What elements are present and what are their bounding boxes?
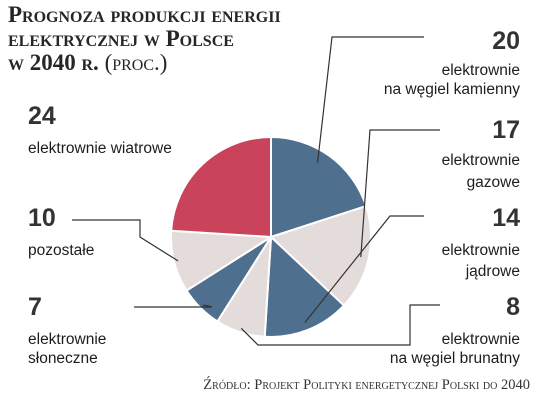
leader-line-1 xyxy=(360,129,440,258)
title-year: w 2040 r. xyxy=(8,50,99,75)
value-label-4: 7 xyxy=(28,293,42,321)
pie-slices xyxy=(170,136,372,338)
title-line-3: w 2040 r. (proc.) xyxy=(8,51,338,75)
leader-line-2 xyxy=(304,215,424,323)
source-note: Źródło: Projekt Polityki energetycznej P… xyxy=(203,377,530,393)
slice-label-3-line-1: na węgiel brunatny xyxy=(389,350,520,367)
slice-label-4-line-0: elektrownie xyxy=(28,331,107,348)
value-label-1: 17 xyxy=(492,116,520,144)
leader-line-4 xyxy=(134,304,213,308)
value-label-6: 24 xyxy=(28,102,56,130)
slice-label-0-line-1: na węgiel kamienny xyxy=(383,81,520,98)
slice-label-3-line-0: elektrownie xyxy=(441,331,520,348)
title-unit: (proc.) xyxy=(104,50,168,75)
leader-line-5 xyxy=(72,219,179,262)
leader-lines xyxy=(72,36,440,346)
title-line-1: Prognoza produkcji energii xyxy=(8,2,281,27)
pie-slice-1 xyxy=(270,205,372,307)
value-label-0: 20 xyxy=(492,27,520,55)
leader-line-3 xyxy=(240,304,440,346)
title-line-2: elektrycznej w Polsce xyxy=(8,26,234,51)
chart-title: Prognoza produkcji energii elektrycznej … xyxy=(8,3,338,75)
leader-line-0 xyxy=(317,36,424,163)
pie-slice-2 xyxy=(263,236,345,338)
slice-label-2-line-0: elektrownie xyxy=(441,242,520,259)
value-label-2: 14 xyxy=(492,204,520,232)
pie-slice-0 xyxy=(270,136,368,238)
slice-label-2-line-1: jądrowe xyxy=(465,263,520,280)
value-label-3: 8 xyxy=(506,293,520,321)
slice-label-5-line-0: pozostałe xyxy=(28,242,95,259)
pie-slice-6 xyxy=(170,136,272,238)
slice-label-6-line-0: elektrownie wiatrowe xyxy=(28,140,172,157)
slice-label-1-line-0: elektrownie xyxy=(441,152,520,169)
value-label-5: 10 xyxy=(28,204,56,232)
slice-label-4-line-1: słoneczne xyxy=(28,350,98,367)
slice-label-1-line-1: gazowe xyxy=(466,174,520,191)
slice-label-0-line-0: elektrownie xyxy=(441,62,520,79)
